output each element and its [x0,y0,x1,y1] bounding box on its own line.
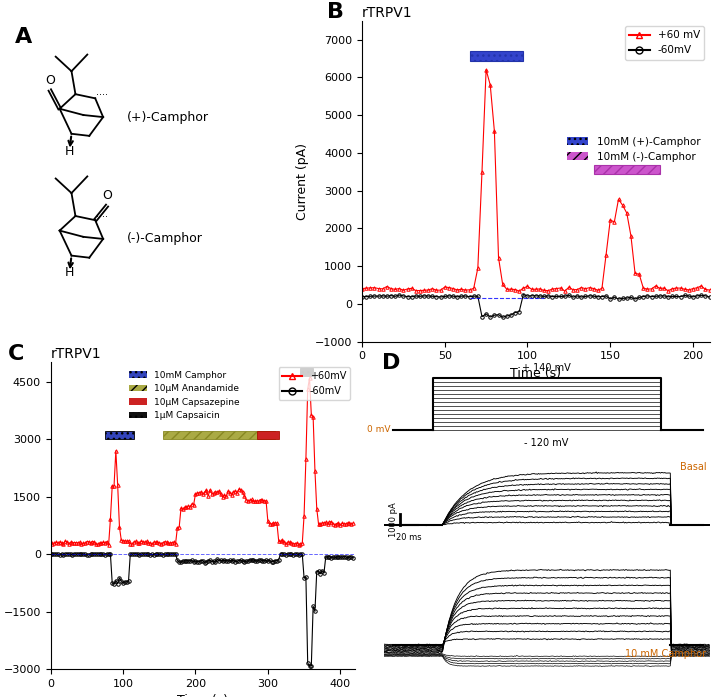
Bar [257,431,279,439]
Bar [594,165,660,174]
Legend: +60mV, -60mV: +60mV, -60mV [279,367,350,400]
Text: 1000 pA: 1000 pA [390,503,398,537]
Text: rTRPV1: rTRPV1 [362,6,413,20]
Text: O: O [102,190,112,202]
Bar [300,368,313,376]
Text: C: C [8,344,25,364]
Text: + 140 mV: + 140 mV [522,363,571,373]
Text: (-)-Camphor: (-)-Camphor [127,232,203,245]
Text: - 120 mV: - 120 mV [524,438,569,447]
Text: 20 ms: 20 ms [396,533,422,542]
Text: Basal: Basal [680,461,706,472]
Text: ....: .... [96,209,108,219]
Text: D: D [382,353,400,373]
Text: B: B [327,1,344,22]
Y-axis label: Current (pA): Current (pA) [296,143,309,220]
X-axis label: Time (s): Time (s) [510,367,561,380]
Legend: 10mM (+)-Camphor, 10mM (-)-Camphor: 10mM (+)-Camphor, 10mM (-)-Camphor [563,132,704,166]
Text: A: A [14,27,32,47]
Text: 10 mM Camphor: 10 mM Camphor [625,649,706,659]
X-axis label: Time (s): Time (s) [177,694,228,697]
Text: rTRPV1: rTRPV1 [51,347,101,361]
Text: 0 mV: 0 mV [367,425,390,434]
Text: ....: .... [96,87,108,98]
Bar [163,431,275,439]
Text: (+)-Camphor: (+)-Camphor [127,111,209,123]
Bar [105,431,134,439]
Text: H: H [65,144,74,158]
Text: H: H [65,266,74,279]
Text: O: O [45,74,55,87]
Bar [470,51,523,61]
